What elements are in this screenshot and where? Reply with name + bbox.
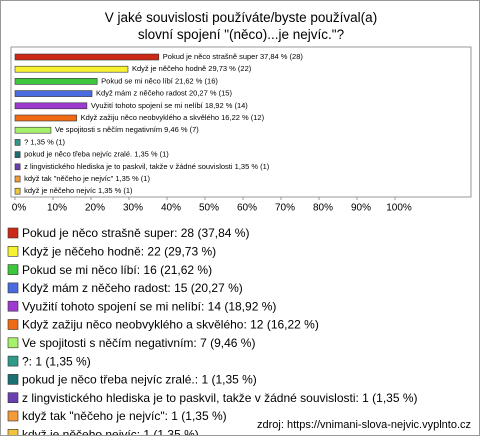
bar-label: Když zažiju něco neobvyklého a skvělého … bbox=[81, 113, 265, 122]
x-tick-label: 80% bbox=[313, 203, 333, 214]
bar-value-label: 18,92 % (14) bbox=[205, 101, 248, 110]
bar-category: Využití tohoto spojení se mi nelíbí bbox=[91, 101, 204, 110]
bar-category: když je něčeho nejvíc bbox=[24, 186, 96, 195]
x-tick-label: 10% bbox=[47, 203, 67, 214]
bar-value-label: 1,35 % (1) bbox=[30, 137, 65, 146]
bar-category: Když je něčeho hodně bbox=[132, 64, 206, 73]
bar-category: Když mám z něčeho radost bbox=[96, 89, 188, 98]
legend-swatch bbox=[7, 264, 19, 275]
x-tick-label: 20% bbox=[85, 203, 105, 214]
bar bbox=[14, 53, 160, 61]
bar-category: Když zažiju něco neobvyklého a skvělého bbox=[81, 113, 219, 122]
legend-swatch bbox=[7, 227, 19, 239]
x-tick-label: 0% bbox=[12, 203, 27, 214]
legend-label: Pokud je něco strašně super: 28 (37,84 %… bbox=[22, 226, 249, 240]
bar-label: když je něčeho nejvíc 1,35 % (1) bbox=[24, 186, 133, 195]
legend-swatch bbox=[7, 410, 19, 422]
bar-value-label: 20,27 % (15) bbox=[189, 89, 232, 98]
legend-label: Pokud se mi něco líbí: 16 (21,62 %) bbox=[22, 263, 212, 277]
legend-label: Když je něčeho hodně: 22 (29,73 %) bbox=[22, 244, 216, 258]
x-tick-label: 50% bbox=[199, 203, 219, 214]
legend-swatch bbox=[7, 392, 19, 404]
legend-swatch bbox=[7, 300, 19, 312]
bar-category: z lingvistického hlediska je to paskvil,… bbox=[24, 162, 233, 171]
bar bbox=[14, 163, 21, 171]
bar bbox=[14, 139, 21, 146]
bar-value-label: 1,35 % (1) bbox=[115, 174, 150, 183]
bar-value-label: 16,22 % (12) bbox=[221, 113, 264, 122]
bar-value-label: 1,35 % (1) bbox=[235, 162, 270, 171]
x-tick-label: 90% bbox=[351, 203, 371, 214]
bar bbox=[14, 90, 93, 97]
bar bbox=[14, 126, 52, 134]
legend-label: ?: 1 (1,35 %) bbox=[22, 354, 91, 368]
legend-label: z lingvistického hlediska je to paskvil,… bbox=[22, 391, 418, 405]
legend-swatch bbox=[7, 337, 19, 349]
legend-label: když je něčeho nejvíc: 1 (1,35 %) bbox=[22, 427, 199, 435]
x-tick-label: 30% bbox=[123, 203, 143, 214]
legend-swatch bbox=[7, 428, 19, 435]
legend-label: Když mám z něčeho radost: 15 (20,27 %) bbox=[22, 281, 243, 295]
bar-value-label: 1,35 % (1) bbox=[98, 186, 133, 195]
source: zdroj: https://vnimani-slova-nejvic.vypl… bbox=[257, 419, 471, 431]
bar-label: Pokud je něco strašně super 37,84 % (28) bbox=[163, 52, 304, 61]
bar-label: ? 1,35 % (1) bbox=[24, 137, 65, 146]
bar bbox=[14, 151, 21, 158]
chart-title: V jaké souvislosti používáte/byste použí… bbox=[104, 10, 378, 42]
legend-swatch bbox=[7, 319, 19, 330]
bar bbox=[14, 114, 77, 122]
bar bbox=[14, 65, 129, 73]
legend-label: pokud je něco třeba nejvíc zralé.: 1 (1,… bbox=[22, 373, 257, 387]
bar-value-label: 37,84 % (28) bbox=[260, 52, 303, 61]
bar-value-label: 29,73 % (22) bbox=[208, 64, 251, 73]
bar-label: Využití tohoto spojení se mi nelíbí 18,9… bbox=[91, 101, 248, 110]
bar-value-label: 21,62 % (16) bbox=[175, 76, 218, 85]
bar bbox=[14, 78, 98, 85]
legend-label: Když zažiju něco neobvyklého a skvělého:… bbox=[22, 318, 319, 332]
bar-label: když tak "něčeho je nejvíc" 1,35 % (1) bbox=[24, 174, 150, 183]
bar bbox=[14, 187, 21, 195]
legend-swatch bbox=[7, 282, 19, 294]
legend-swatch bbox=[7, 246, 19, 257]
bar-label: Když mám z něčeho radost 20,27 % (15) bbox=[96, 89, 232, 98]
legend-swatch bbox=[7, 355, 19, 367]
bar-label: pokud je něco třeba nejvíc zralé. 1,35 %… bbox=[24, 150, 169, 159]
bar bbox=[14, 102, 88, 110]
bar-category: ? bbox=[24, 137, 28, 146]
bar-label: z lingvistického hlediska je to paskvil,… bbox=[24, 162, 270, 171]
bar-category: když tak "něčeho je nejvíc" bbox=[24, 174, 113, 183]
x-tick-label: 60% bbox=[237, 203, 257, 214]
legend-swatch bbox=[7, 374, 19, 385]
bar-category: Pokud se mi něco líbí bbox=[101, 76, 174, 85]
bar-label: Ve spojitosti s něčím negativním 9,46 % … bbox=[55, 125, 199, 134]
legend-label: když tak "něčeho je nejvíc": 1 (1,35 %) bbox=[22, 409, 227, 423]
bar-value-label: 9,46 % (7) bbox=[164, 125, 199, 134]
x-tick-label: 70% bbox=[275, 203, 295, 214]
bar-value-label: 1,35 % (1) bbox=[134, 150, 169, 159]
bar bbox=[14, 175, 21, 183]
bar-category: pokud je něco třeba nejvíc zralé. bbox=[24, 150, 132, 159]
bar-label: Pokud se mi něco líbí 21,62 % (16) bbox=[101, 76, 218, 85]
bar-category: Pokud je něco strašně super bbox=[163, 52, 259, 61]
x-tick-label: 40% bbox=[161, 203, 181, 214]
legend-label: Využití tohoto spojení se mi nelíbí: 14 … bbox=[22, 299, 276, 313]
bar-category: Ve spojitosti s něčím negativním bbox=[55, 125, 162, 134]
x-tick-label: 100% bbox=[386, 203, 412, 214]
bar-label: Když je něčeho hodně 29,73 % (22) bbox=[132, 64, 252, 73]
legend-label: Ve spojitosti s něčím negativním: 7 (9,4… bbox=[22, 336, 255, 350]
